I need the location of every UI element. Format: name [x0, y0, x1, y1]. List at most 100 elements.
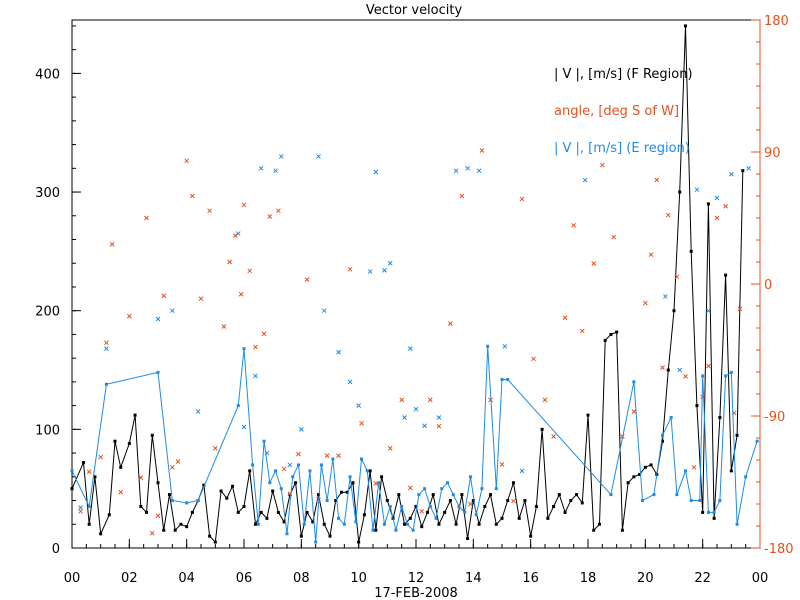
data-point — [511, 498, 516, 504]
x-tick-label: 20 — [637, 571, 654, 586]
data-point — [316, 154, 321, 159]
data-point — [265, 516, 269, 520]
data-point — [288, 493, 292, 497]
data-point — [729, 469, 733, 473]
data-point — [253, 522, 257, 526]
data-point — [219, 489, 223, 493]
data-point — [268, 481, 272, 485]
data-point — [675, 493, 679, 497]
data-point — [328, 534, 332, 538]
data-point — [236, 510, 240, 514]
data-point — [661, 433, 665, 437]
y2-tick-label: -180 — [764, 542, 794, 557]
y2-tick-label: -90 — [764, 410, 785, 425]
data-point — [706, 202, 710, 206]
data-point — [118, 489, 124, 495]
data-point — [248, 469, 252, 473]
data-point — [251, 463, 255, 467]
data-point — [184, 158, 190, 164]
data-point — [322, 522, 326, 526]
data-point — [311, 520, 315, 524]
data-point — [408, 516, 412, 520]
data-point — [609, 332, 613, 336]
data-point — [500, 378, 504, 382]
data-point — [448, 499, 452, 503]
data-point — [744, 475, 748, 479]
data-point — [728, 171, 734, 177]
data-point — [185, 525, 189, 529]
data-point — [689, 249, 693, 253]
data-point — [385, 499, 389, 503]
data-point — [411, 528, 415, 532]
data-point — [360, 457, 364, 461]
data-point — [345, 490, 349, 494]
data-point — [453, 168, 459, 174]
data-point — [683, 374, 688, 379]
data-point — [691, 464, 697, 470]
data-point — [523, 499, 527, 503]
data-point — [701, 374, 705, 378]
data-point — [298, 426, 304, 432]
data-point — [274, 469, 278, 473]
data-point — [723, 203, 728, 209]
data-point — [599, 162, 605, 168]
data-point — [202, 483, 206, 487]
x-tick-label: 16 — [522, 571, 539, 586]
data-point — [542, 397, 548, 403]
data-point — [380, 475, 384, 479]
data-point — [632, 380, 636, 384]
data-point — [294, 481, 298, 485]
data-point — [499, 462, 505, 467]
data-point — [167, 493, 171, 497]
y-tick-label: 100 — [35, 423, 60, 438]
data-point — [282, 520, 286, 524]
data-point — [259, 510, 263, 514]
data-point — [714, 215, 720, 221]
data-point — [87, 504, 91, 508]
data-point — [735, 433, 739, 437]
data-point — [357, 540, 361, 544]
data-point — [190, 193, 195, 199]
data-point — [394, 528, 398, 532]
data-point — [348, 475, 352, 479]
data-point — [273, 168, 278, 174]
data-point — [735, 522, 739, 526]
data-point — [399, 397, 405, 403]
data-point — [428, 504, 432, 508]
data-point — [669, 415, 673, 419]
data-point — [724, 273, 728, 277]
data-point — [652, 493, 656, 497]
data-point — [648, 252, 654, 258]
data-point — [339, 490, 343, 494]
data-point — [666, 368, 670, 372]
data-point — [540, 427, 544, 431]
data-point — [231, 484, 235, 488]
data-point — [302, 522, 306, 526]
data-point — [365, 469, 369, 473]
data-point — [126, 313, 132, 319]
data-point — [221, 324, 227, 329]
data-point — [465, 165, 470, 171]
data-point — [325, 499, 329, 503]
data-point — [640, 499, 644, 503]
data-point — [434, 516, 438, 520]
data-point — [351, 481, 355, 485]
data-point — [368, 469, 372, 473]
data-point — [155, 316, 161, 322]
data-point — [615, 330, 619, 334]
data-point — [413, 406, 419, 412]
data-point — [359, 420, 364, 426]
data-point — [632, 475, 636, 479]
data-point — [407, 346, 413, 352]
data-point — [597, 522, 601, 526]
data-point — [331, 457, 335, 461]
plot-frame — [71, 19, 761, 549]
data-point — [737, 306, 743, 312]
data-point — [531, 356, 536, 362]
chart-title: Vector velocity — [366, 3, 463, 18]
data-point — [694, 187, 700, 193]
data-point — [287, 462, 293, 468]
data-point — [477, 522, 481, 526]
y-axis-right: -180 -90 0 90 180 — [751, 14, 794, 557]
